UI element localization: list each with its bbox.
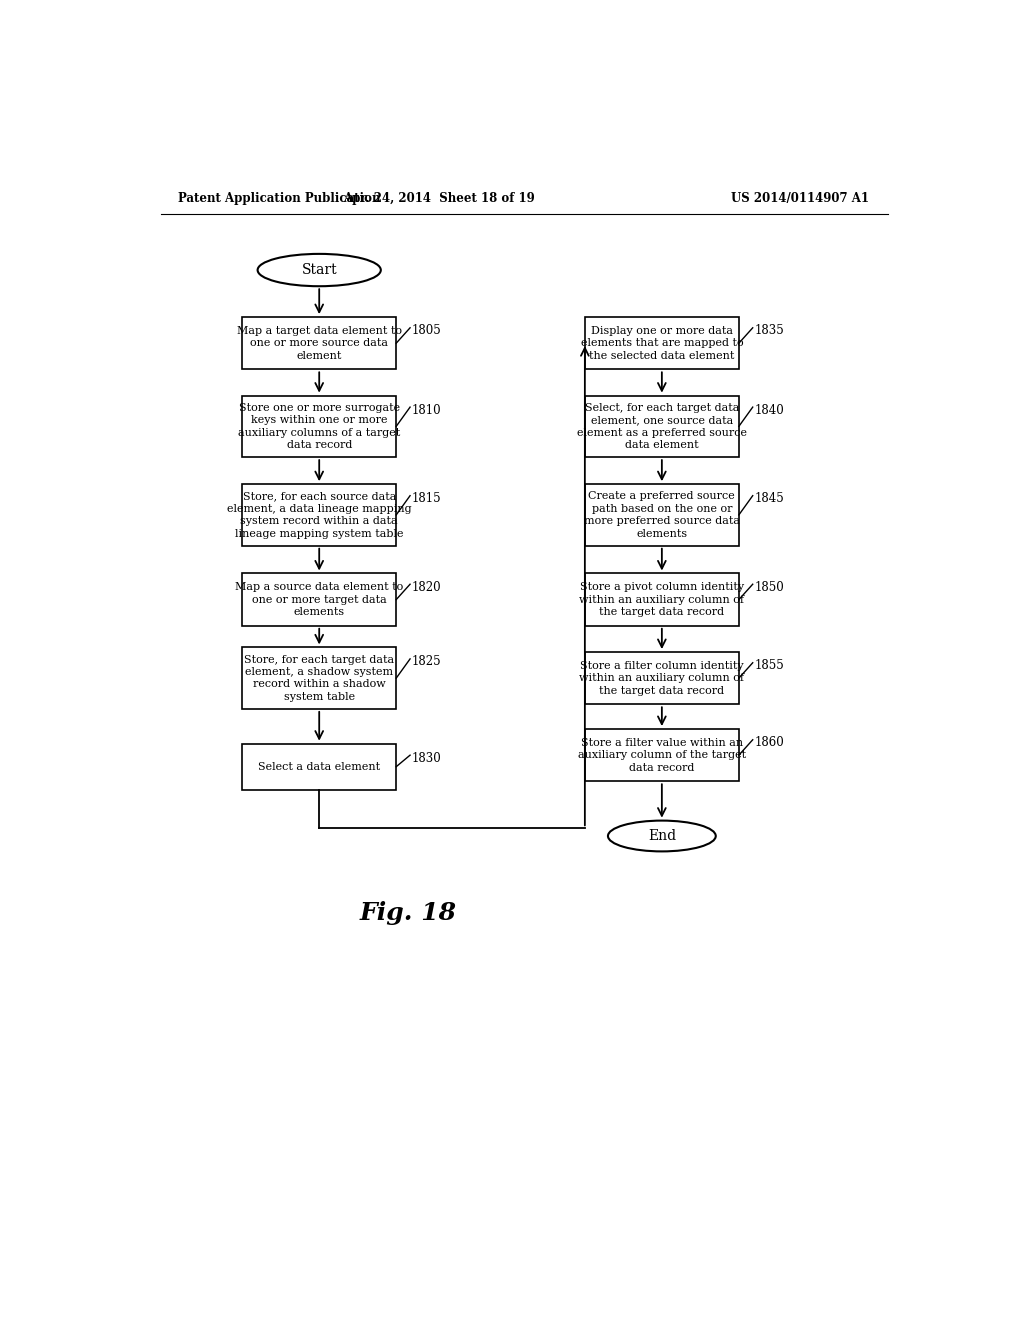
Bar	[243, 317, 396, 370]
Text: 1850: 1850	[755, 581, 784, 594]
Text: 1825: 1825	[412, 656, 441, 668]
Text: End: End	[648, 829, 676, 843]
Text: Select, for each target data
element, one source data
element as a preferred sou: Select, for each target data element, on…	[577, 403, 746, 450]
Text: Map a source data element to
one or more target data
elements: Map a source data element to one or more…	[236, 582, 403, 616]
Bar	[243, 647, 396, 709]
Text: Store a filter column identity
within an auxiliary column of
the target data rec: Store a filter column identity within an…	[580, 661, 744, 696]
Bar	[585, 484, 739, 545]
Text: Display one or more data
elements that are mapped to
the selected data element: Display one or more data elements that a…	[581, 326, 743, 360]
Bar	[585, 573, 739, 626]
Text: Store, for each target data
element, a shadow system
record within a shadow
syst: Store, for each target data element, a s…	[244, 655, 394, 702]
Bar	[243, 573, 396, 626]
Bar	[243, 743, 396, 789]
Text: 1820: 1820	[412, 581, 441, 594]
Text: Patent Application Publication: Patent Application Publication	[178, 191, 381, 205]
Text: 1810: 1810	[412, 404, 441, 417]
Bar	[585, 396, 739, 457]
Bar	[585, 729, 739, 781]
Text: Store a pivot column identity
within an auxiliary column of
the target data reco: Store a pivot column identity within an …	[580, 582, 744, 616]
Text: Store a filter value within an
auxiliary column of the target
data record: Store a filter value within an auxiliary…	[578, 738, 745, 772]
Text: 1845: 1845	[755, 492, 784, 506]
Text: Select a data element: Select a data element	[258, 762, 380, 772]
Text: 1835: 1835	[755, 325, 784, 338]
Text: Start: Start	[301, 263, 337, 277]
Bar	[243, 484, 396, 545]
Text: Create a preferred source
path based on the one or
more preferred source data
el: Create a preferred source path based on …	[584, 491, 740, 539]
Text: 1815: 1815	[412, 492, 441, 506]
Text: 1860: 1860	[755, 737, 784, 750]
Ellipse shape	[608, 821, 716, 851]
Text: 1830: 1830	[412, 751, 441, 764]
Text: Store one or more surrogate
keys within one or more
auxiliary columns of a targe: Store one or more surrogate keys within …	[239, 403, 400, 450]
Text: Map a target data element to
one or more source data
element: Map a target data element to one or more…	[237, 326, 401, 360]
Text: 1855: 1855	[755, 659, 784, 672]
Text: 1805: 1805	[412, 325, 441, 338]
Bar	[243, 396, 396, 457]
Text: Store, for each source data
element, a data lineage mapping
system record within: Store, for each source data element, a d…	[227, 491, 412, 539]
Text: 1840: 1840	[755, 404, 784, 417]
Text: Fig. 18: Fig. 18	[359, 902, 457, 925]
Bar	[585, 317, 739, 370]
Bar	[585, 652, 739, 705]
Text: US 2014/0114907 A1: US 2014/0114907 A1	[731, 191, 869, 205]
Ellipse shape	[258, 253, 381, 286]
Text: Apr. 24, 2014  Sheet 18 of 19: Apr. 24, 2014 Sheet 18 of 19	[343, 191, 535, 205]
